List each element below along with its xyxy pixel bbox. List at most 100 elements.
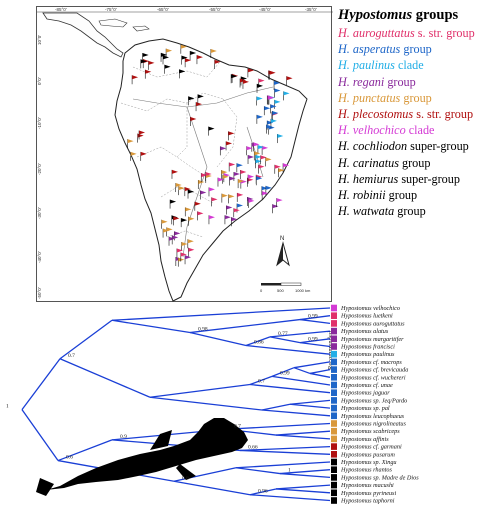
tick-left-7: -50°0' <box>37 287 42 299</box>
legend-item-suffix: super-group <box>398 171 460 186</box>
map-flag-icon <box>225 141 233 151</box>
support-value: 0.66 <box>248 444 258 450</box>
legend-item-suffix: group <box>398 155 431 170</box>
tip-label: Hypostomus alatus <box>340 328 389 335</box>
map-flag-icon <box>165 48 173 58</box>
legend-item-species: H. regani <box>338 74 385 89</box>
tree-branch <box>173 467 237 482</box>
tree-branch <box>309 372 331 378</box>
tree-branch <box>225 422 331 430</box>
map-flag-icon <box>180 252 187 262</box>
tip-label: Hypostomus macushi <box>340 482 394 489</box>
map-flag-icon <box>231 217 238 227</box>
map-flag-icon <box>217 177 224 187</box>
tip-color-swatch <box>331 389 337 396</box>
tip-color-swatch <box>331 435 337 443</box>
map-flag-icon <box>144 69 152 79</box>
tree-branch <box>189 331 247 347</box>
tip-label: Hypostomus sp. Jeq/Pardo <box>340 397 407 404</box>
legend-item-suffix: clade <box>394 58 424 73</box>
map-flag-icon <box>260 155 267 165</box>
tree-branch <box>111 307 331 321</box>
map-flag-icon <box>181 55 188 65</box>
tree-branch <box>271 375 331 386</box>
map-flag-icon <box>283 91 290 101</box>
map-flag-icon <box>263 106 271 116</box>
map-flag-icon <box>246 177 254 187</box>
support-value: 0.86 <box>254 340 264 346</box>
tree-branch <box>59 319 113 360</box>
groups-legend: Hypostomus groups H. auroguttatus s. str… <box>338 6 478 219</box>
tree-branch <box>279 472 331 479</box>
tree-branch <box>299 318 331 325</box>
map-flag-icon <box>187 189 195 199</box>
legend-item-species: H. punctatus <box>338 90 401 105</box>
map-flag-icon <box>208 187 215 197</box>
map-flag-icon <box>237 179 245 189</box>
tip-color-swatch <box>331 466 337 473</box>
tip-label: Hypostomus cf. macrops <box>340 359 402 366</box>
tip-color-swatch <box>331 481 337 489</box>
tip-label: Hypostomus pusarum <box>340 451 395 458</box>
tree-branch <box>275 430 331 436</box>
tree-branch <box>293 361 331 369</box>
tick-top-4: -55°0' <box>209 7 221 12</box>
tree-branch <box>299 342 331 348</box>
tick-left-4: -20°0' <box>37 163 42 175</box>
tree-branch <box>189 318 301 334</box>
map-flag-icon <box>282 163 290 173</box>
map-flag-icon <box>274 99 281 109</box>
map-flag-icon <box>171 169 178 179</box>
map-flag-icon <box>208 215 215 225</box>
tree-branch <box>299 315 331 321</box>
tick-left-6: -40°0' <box>37 251 42 263</box>
tree-branch <box>269 336 301 344</box>
map-flag-icon <box>274 88 281 98</box>
tip-label: Hypostomus auroguttatus <box>340 320 405 327</box>
tree-branch <box>249 375 273 386</box>
map-flag-icon <box>178 186 185 196</box>
support-value: 0.98 <box>198 327 208 333</box>
tip-color-swatch <box>331 497 337 504</box>
support-value: 0.7 <box>258 379 265 385</box>
legend-item: H. punctatus group <box>338 90 478 106</box>
tree-branch <box>21 409 59 461</box>
map-flag-icon <box>246 146 253 156</box>
tree-branch <box>289 399 331 405</box>
tree-branch <box>293 367 311 375</box>
tip-label: Hypostomus affinis <box>340 436 389 443</box>
map-flag-icon <box>240 170 247 180</box>
map-flag-icon <box>253 151 261 161</box>
tree-branch <box>245 336 271 347</box>
map-flag-icon <box>160 52 168 62</box>
legend-item-suffix: group <box>384 74 416 89</box>
tip-label: Hypostomus nigrolineatus <box>340 421 407 428</box>
map-flag-icon <box>228 162 236 172</box>
tip-color-swatch <box>331 451 337 458</box>
tip-color-swatch <box>331 427 337 435</box>
map-flag-icon <box>210 48 217 58</box>
map-flag-icon <box>269 70 276 80</box>
tip-color-swatch <box>331 397 337 404</box>
map-flag-icon <box>208 126 215 136</box>
map-flag-icon <box>161 219 168 229</box>
tree-branch <box>249 494 331 502</box>
tip-label: Hypostomus jaguar <box>340 390 390 397</box>
tip-label: Hypostomus taphorni <box>340 498 395 505</box>
map-flag-icon <box>176 248 183 258</box>
tree-branch <box>235 461 331 469</box>
legend-item-species: H. cochliodon <box>338 139 408 154</box>
map-flag-icon <box>219 146 227 156</box>
tree-branch <box>173 480 251 496</box>
map-flag-icon <box>169 199 177 209</box>
tip-color-swatch <box>331 489 337 497</box>
tick-top-2: -75°0' <box>105 7 117 12</box>
tree-branch <box>57 439 113 462</box>
legend-item-species: H. velhochico <box>338 123 406 138</box>
map-flag-icon <box>148 60 155 70</box>
map-flag-icon <box>173 216 180 226</box>
support-value: 1 <box>6 404 9 410</box>
map-flag-icon <box>222 174 229 184</box>
scale-label-1000: 1000 km <box>295 288 311 293</box>
legend-item-suffix: group <box>394 204 426 219</box>
